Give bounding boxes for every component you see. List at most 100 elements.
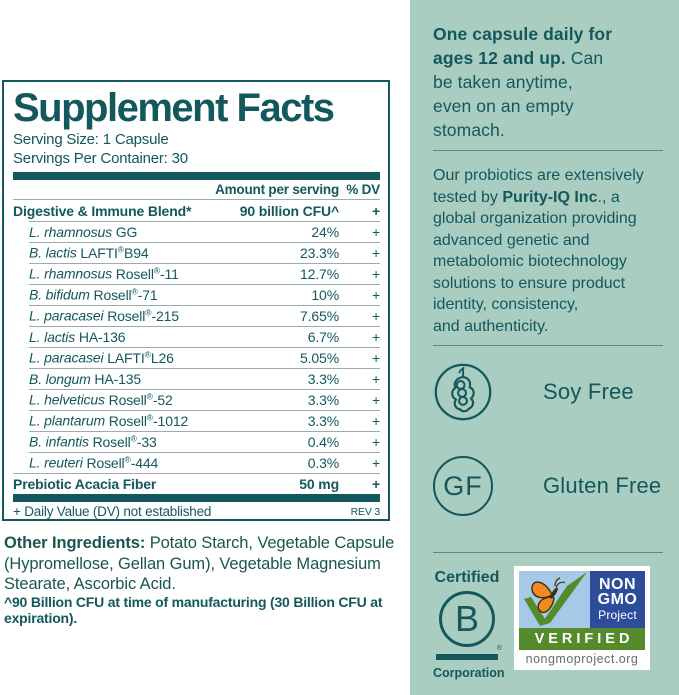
ingredient-name-italic: L. rhamnosus: [29, 265, 113, 282]
non-gmo-wordmark: NON GMO Project: [590, 571, 645, 628]
supplement-facts-box: Supplement Facts Serving Size: 1 Capsule…: [2, 80, 390, 521]
ingredient-row: B. bifidum Rosell®-71 10% +: [13, 284, 380, 305]
ingredient-name-rest: HA-136: [75, 328, 126, 345]
row-hairline: [29, 431, 380, 432]
soy-pod-icon: [434, 363, 492, 421]
ingredient-name-rest: Rosell®-52: [104, 391, 173, 408]
footnote-row: + Daily Value (DV) not established REV 3: [13, 502, 380, 521]
ingredient-name-italic: L. paracasei: [29, 307, 104, 324]
row-hairline: [29, 389, 380, 390]
ingredient-row: L. paracasei LAFTI®L26 5.05% +: [13, 347, 380, 368]
non-gmo-line3: Project: [598, 607, 637, 622]
bcorp-logo: Certified B ® Corporation: [433, 566, 505, 680]
table-header-row: Amount per serving % DV: [13, 180, 380, 200]
ingredient-dv: +: [371, 286, 380, 303]
ingredient-name: B. infantis Rosell®-33: [13, 433, 308, 450]
ingredient-amount: 3.3%: [307, 412, 339, 429]
thick-divider-bottom: [13, 494, 380, 502]
ingredient-dv: +: [371, 307, 380, 324]
ingredient-name-rest: Digestive & Immune Blend*: [13, 202, 192, 219]
daily-value-footnote: + Daily Value (DV) not established: [13, 504, 212, 519]
ingredient-row: L. rhamnosus Rosell®-11 12.7% +: [13, 263, 380, 284]
ingredient-amount: 0.3%: [307, 454, 339, 471]
ingredient-amount: 50 mg: [299, 475, 339, 492]
ingredient-name: L. paracasei Rosell®-215: [13, 307, 300, 324]
ingredient-name: L. plantarum Rosell®-1012: [13, 412, 308, 429]
ingredient-name-italic: L. helveticus: [29, 391, 105, 408]
ingredient-amount: 6.7%: [307, 328, 339, 345]
bcorp-corporation-label: Corporation: [433, 666, 505, 680]
ingredient-row: L. reuteri Rosell®-444 0.3% +: [13, 452, 380, 473]
other-ingredients: Other Ingredients: Potato Starch, Vegeta…: [4, 533, 404, 595]
testing-post: ., a global organization providing advan…: [433, 188, 637, 335]
ingredient-name: L. lactis HA-136: [13, 329, 308, 345]
ingredient-row: L. lactis HA-136 6.7% +: [13, 326, 380, 347]
ingredient-amount: 5.05%: [300, 349, 339, 366]
ingredient-row: L. rhamnosus GG 24% +: [13, 221, 380, 242]
ingredient-name-rest: HA-135: [90, 370, 141, 387]
dosage-paragraph: One capsule daily for ages 12 and up. Ca…: [433, 22, 663, 142]
ingredient-amount: 3.3%: [307, 391, 339, 408]
ingredient-name-rest: Rosell®-1012: [105, 412, 189, 429]
ingredient-name-italic: B. lactis: [29, 244, 77, 261]
non-gmo-url: nongmoproject.org: [525, 651, 639, 666]
row-hairline: [29, 452, 380, 453]
serving-size: Serving Size: 1 Capsule: [13, 131, 169, 148]
bcorp-circle-icon: B: [439, 591, 495, 647]
ingredient-amount: 0.4%: [307, 433, 339, 450]
bcorp-certified-label: Certified: [434, 569, 500, 586]
ingredient-name-rest: Rosell®-11: [112, 265, 179, 282]
testing-pre: Our probiotics are extensively tested by: [433, 167, 644, 206]
row-hairline: [29, 368, 380, 369]
ingredient-name-italic: L. paracasei: [29, 349, 104, 366]
supplement-facts-panel: Supplement Facts Serving Size: 1 Capsule…: [2, 80, 404, 626]
ingredient-dv: +: [371, 454, 380, 471]
ingredient-amount: 23.3%: [300, 244, 339, 261]
ingredient-row: Digestive & Immune Blend* 90 billion CFU…: [13, 200, 380, 221]
ingredient-name: B. lactis LAFTI®B94: [13, 244, 300, 261]
gluten-free-badge: GF Gluten Free: [433, 456, 663, 516]
bcorp-letter: B: [454, 598, 479, 639]
ingredient-name-italic: B. longum: [29, 370, 91, 387]
ingredient-name-italic: L. lactis: [29, 328, 76, 345]
ingredient-row: L. helveticus Rosell®-52 3.3% +: [13, 389, 380, 410]
ingredient-row: L. plantarum Rosell®-1012 3.3% +: [13, 410, 380, 431]
info-sidebar: One capsule daily for ages 12 and up. Ca…: [410, 0, 679, 695]
thick-divider-top: [13, 172, 380, 180]
ingredient-name: Digestive & Immune Blend*: [13, 203, 240, 219]
ingredient-name: L. paracasei LAFTI®L26: [13, 349, 300, 366]
soy-free-label: Soy Free: [543, 379, 634, 404]
ingredient-name-rest: LAFTI®B94: [76, 244, 149, 261]
ingredient-amount: 12.7%: [300, 265, 339, 282]
row-hairline: [29, 326, 380, 327]
ingredient-dv: +: [371, 328, 380, 345]
ingredient-name: L. helveticus Rosell®-52: [13, 391, 308, 408]
ingredient-name-rest: Prebiotic Acacia Fiber: [13, 475, 157, 492]
non-gmo-project-logo: NON GMO Project VERIFIED nongmoproject.o…: [514, 566, 650, 670]
row-hairline: [29, 221, 380, 222]
ingredient-name-italic: B. bifidum: [29, 286, 90, 303]
ingredient-row: Prebiotic Acacia Fiber 50 mg +: [13, 473, 380, 494]
ingredient-dv: +: [371, 349, 380, 366]
row-hairline: [13, 473, 380, 474]
column-header-dv: % DV: [346, 182, 380, 197]
cfu-footnote: ^90 Billion CFU at time of manufacturing…: [4, 594, 383, 626]
ingredient-dv: +: [371, 202, 380, 219]
ingredient-amount: 90 billion CFU^: [239, 202, 339, 219]
row-hairline: [29, 242, 380, 243]
ingredient-name-italic: L. rhamnosus: [29, 223, 113, 240]
ingredient-name: L. reuteri Rosell®-444: [13, 454, 308, 471]
non-gmo-line2: GMO: [597, 590, 638, 608]
ingredient-name: B. bifidum Rosell®-71: [13, 286, 311, 303]
ingredient-dv: +: [371, 223, 380, 240]
row-hairline: [29, 284, 380, 285]
other-ingredients-label: Other Ingredients:: [4, 534, 146, 552]
gf-monogram: GF: [443, 470, 483, 501]
ingredient-dv: +: [371, 391, 380, 408]
row-hairline: [29, 347, 380, 348]
ingredient-row: B. lactis LAFTI®B94 23.3% +: [13, 242, 380, 263]
ingredient-name-italic: B. infantis: [29, 433, 89, 450]
ingredient-dv: +: [371, 433, 380, 450]
certifications: Certified B ® Corporation: [433, 566, 663, 680]
